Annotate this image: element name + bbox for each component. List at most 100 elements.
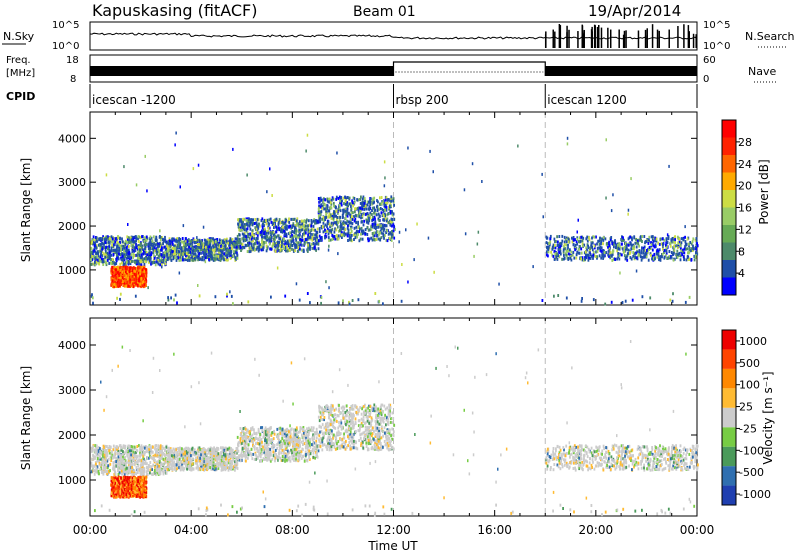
scatter-cell bbox=[389, 221, 392, 225]
scatter-cell bbox=[373, 234, 376, 238]
scatter-cell bbox=[683, 247, 686, 251]
scatter-cell bbox=[107, 240, 110, 244]
scatter-cell bbox=[293, 231, 296, 235]
scatter-cell bbox=[584, 257, 586, 261]
scatter-cell bbox=[366, 233, 369, 236]
scatter-cell bbox=[167, 298, 170, 302]
scatter-cell bbox=[344, 207, 347, 211]
scatter-cell bbox=[624, 299, 627, 303]
scatter-cell bbox=[125, 256, 128, 260]
scatter-cell bbox=[609, 256, 612, 260]
colorbar-swatch bbox=[722, 260, 736, 278]
scatter-cell bbox=[281, 228, 284, 232]
scatter-cell bbox=[204, 239, 207, 243]
scatter-cell bbox=[128, 238, 131, 242]
scatter-cell bbox=[385, 231, 387, 234]
scatter-cell bbox=[127, 273, 130, 277]
scatter-cell bbox=[610, 209, 613, 213]
scatter-cell bbox=[246, 244, 248, 247]
scatter-cell bbox=[149, 259, 151, 263]
cpid-segment-label: icescan 1200 bbox=[547, 93, 626, 107]
scatter-cell bbox=[295, 219, 298, 223]
scatter-cell bbox=[284, 225, 286, 229]
scatter-cell bbox=[246, 250, 249, 253]
scatter-cell bbox=[166, 258, 169, 262]
scatter-cell bbox=[633, 245, 636, 248]
scatter-cell bbox=[325, 213, 327, 217]
scatter-cell bbox=[191, 247, 194, 251]
scatter-cell bbox=[557, 243, 560, 247]
scatter-cell bbox=[257, 224, 260, 228]
scatter-cell bbox=[129, 262, 132, 266]
scatter-cell bbox=[596, 255, 599, 259]
scatter-cell bbox=[340, 233, 343, 237]
scatter-cell bbox=[630, 257, 633, 261]
scatter-cell bbox=[102, 263, 105, 266]
scatter-cell bbox=[238, 228, 241, 232]
scatter-cell bbox=[263, 227, 266, 231]
scatter-cell bbox=[140, 277, 143, 281]
scatter-cell bbox=[386, 200, 389, 204]
scatter-cell bbox=[145, 283, 147, 287]
scatter-cell bbox=[350, 221, 353, 225]
scatter-cell bbox=[209, 240, 212, 244]
scatter-cell bbox=[361, 204, 363, 208]
scatter-cell bbox=[146, 445, 148, 449]
scatter-cell bbox=[295, 227, 297, 231]
scatter-cell bbox=[333, 204, 335, 208]
scatter-cell bbox=[637, 252, 640, 256]
scatter-cell bbox=[647, 247, 649, 251]
scatter-cell bbox=[332, 215, 335, 219]
scatter-cell bbox=[150, 243, 153, 247]
scatter-cell bbox=[384, 224, 387, 228]
scatter-cell bbox=[588, 256, 591, 260]
scatter-cell bbox=[159, 252, 161, 256]
scatter-cell bbox=[130, 240, 132, 244]
scatter-cell bbox=[682, 238, 685, 242]
scatter-cell bbox=[113, 285, 115, 289]
scatter-cell bbox=[204, 260, 207, 264]
scatter-cell bbox=[688, 257, 691, 261]
scatter-cell bbox=[106, 255, 109, 259]
scatter-cell bbox=[376, 230, 379, 234]
scatter-cell bbox=[106, 472, 108, 476]
scatter-cell bbox=[101, 237, 104, 241]
scatter-cell bbox=[160, 453, 163, 457]
scatter-cell bbox=[243, 223, 246, 227]
scatter-cell bbox=[169, 244, 171, 248]
scatter-cell bbox=[295, 282, 298, 286]
scatter-cell bbox=[272, 242, 274, 246]
scatter-cell bbox=[200, 242, 203, 246]
scatter-cell bbox=[144, 276, 147, 280]
scatter-cell bbox=[337, 197, 340, 200]
scatter-cell bbox=[149, 240, 152, 244]
scatter-cell bbox=[294, 243, 297, 247]
scatter-cell bbox=[145, 257, 147, 261]
scatter-cell bbox=[134, 246, 136, 250]
scatter-cell bbox=[240, 220, 243, 224]
scatter-cell bbox=[307, 219, 310, 223]
scatter-cell bbox=[563, 235, 566, 239]
scatter-cell bbox=[186, 240, 189, 244]
scatter-cell bbox=[144, 459, 147, 463]
scatter-cell bbox=[635, 238, 637, 242]
scatter-cell bbox=[355, 207, 357, 211]
scatter-cell bbox=[200, 248, 203, 252]
scatter-cell bbox=[594, 255, 597, 258]
scatter-cell bbox=[634, 252, 636, 256]
scatter-cell bbox=[378, 214, 381, 218]
scatter-cell bbox=[211, 257, 214, 261]
scatter-cell bbox=[304, 224, 307, 228]
scatter-cell bbox=[587, 258, 590, 262]
scatter-cell bbox=[326, 227, 329, 231]
scatter-cell bbox=[249, 227, 252, 231]
scatter-cell bbox=[382, 218, 385, 222]
scatter-cell bbox=[169, 250, 172, 254]
scatter-cell bbox=[618, 257, 621, 261]
beam-title: Beam 01 bbox=[353, 4, 416, 20]
scatter-cell bbox=[231, 238, 234, 241]
scatter-cell bbox=[618, 254, 621, 257]
scatter-cell bbox=[159, 444, 162, 448]
scatter-cell bbox=[559, 247, 562, 251]
scatter-cell bbox=[181, 255, 184, 259]
